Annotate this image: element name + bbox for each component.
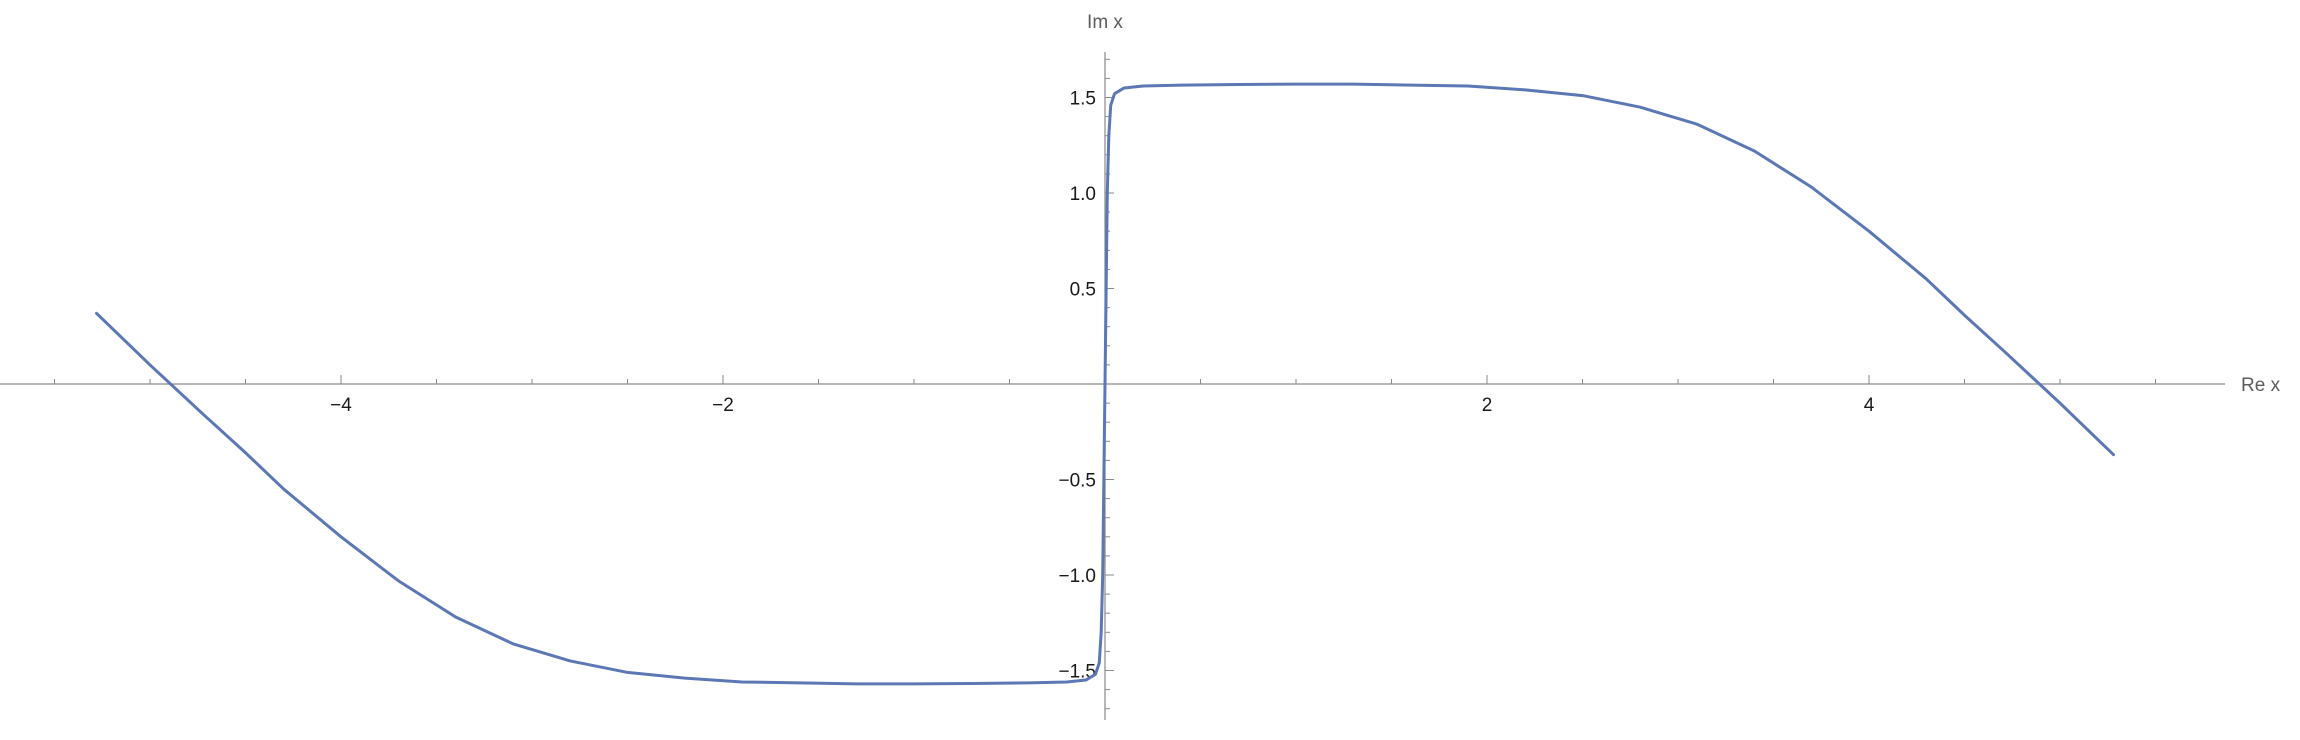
y-tick-label: 0.5 xyxy=(1070,280,1096,301)
series-layer xyxy=(95,82,2115,686)
y-axis-title: Im x xyxy=(1087,12,1123,33)
x-axis-title: Re x xyxy=(2241,375,2281,396)
x-tick-label: 4 xyxy=(1864,395,1875,416)
y-tick-label: −1.5 xyxy=(1058,662,1096,683)
x-tick-label: −2 xyxy=(712,395,734,416)
y-tick-label: −1.0 xyxy=(1058,566,1096,587)
minor-ticks xyxy=(54,58,2156,710)
x-tick-label: 2 xyxy=(1482,395,1493,416)
y-tick-label: 1.0 xyxy=(1070,184,1096,205)
axes: −4 −2 2 4 1.5 1.0 0.5 −0.5 −1.0 −1.5 xyxy=(0,52,2225,720)
tick-labels: −4 −2 2 4 1.5 1.0 0.5 −0.5 −1.0 −1.5 xyxy=(330,89,1875,683)
x-tick-label: −4 xyxy=(330,395,352,416)
y-tick-label: 1.5 xyxy=(1070,89,1096,110)
major-ticks xyxy=(340,97,1870,671)
series-line-1 xyxy=(95,82,2115,686)
y-tick-label: −0.5 xyxy=(1058,471,1096,492)
